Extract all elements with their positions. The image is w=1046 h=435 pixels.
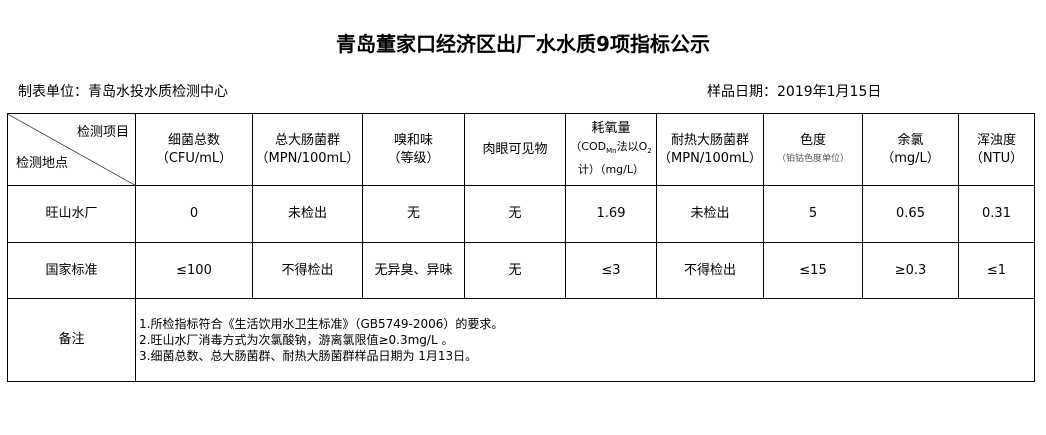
remark-line: 3.细菌总数、总大肠菌群、耐热大肠菌群样品日期为 1月13日。	[139, 349, 478, 363]
col-unit: （COD	[570, 140, 607, 154]
header-row: 检测项目检测地点 细菌总数 （CFU/mL） 总大肠菌群 （MPN/100mL） 嗅…	[7, 113, 1035, 186]
col-unit: （NTU）	[969, 150, 1024, 166]
col-unit-sub: Mn	[606, 147, 617, 156]
col-name: 嗅和味	[393, 132, 433, 148]
cell: 无	[464, 185, 566, 243]
issuing-unit: 制表单位：青岛水投水质检测中心	[18, 84, 228, 100]
col-unit: （等级）	[387, 150, 440, 166]
sample-date: 样品日期：2019年1月15日	[707, 84, 882, 100]
cell: 无异臭、异味	[362, 242, 465, 299]
col-header: 细菌总数 （CFU/mL）	[135, 113, 253, 186]
cell: 0	[135, 185, 253, 243]
col-name: 耗氧量	[591, 121, 631, 137]
cell: 无	[464, 242, 566, 299]
table-row: 旺山水厂 0 未检出 无 无 1.69 未检出 5 0.65 0.31	[7, 185, 1035, 243]
col-header: 肉眼可见物	[464, 113, 566, 186]
col-name: 细菌总数	[167, 132, 220, 148]
cell: 未检出	[252, 185, 363, 243]
col-unit: （MPN/100mL）	[255, 150, 360, 166]
col-name: 肉眼可见物	[482, 141, 548, 157]
cell: 不得检出	[656, 242, 764, 299]
corner-top-label: 检测项目	[76, 125, 129, 140]
corner-bottom-label: 检测地点	[16, 156, 69, 171]
col-unit: （MPN/100mL）	[658, 150, 762, 166]
col-unit: （铂钴色度单位）	[776, 153, 849, 164]
col-header: 耗氧量 （CODMn法以O2 计）（mg/L）	[565, 113, 657, 186]
col-header: 总大肠菌群 （MPN/100mL）	[252, 113, 363, 186]
page-title: 青岛董家口经济区出厂水水质9项指标公示	[336, 32, 710, 56]
col-header: 色度 （铂钴色度单位）	[763, 113, 863, 186]
cell: 未检出	[656, 185, 764, 243]
col-unit: 法以O	[616, 140, 648, 154]
cell: 0.65	[862, 185, 959, 243]
col-header: 嗅和味 （等级）	[362, 113, 465, 186]
table-row: 国家标准 ≤100 不得检出 无异臭、异味 无 ≤3 不得检出 ≤15 ≥0.3…	[7, 242, 1035, 299]
col-unit: （mg/L）	[881, 150, 940, 166]
cell: 0.31	[958, 185, 1035, 243]
cell: ≤1	[958, 242, 1035, 299]
col-header: 浑浊度 （NTU）	[958, 113, 1035, 186]
remarks-content: 1.所检指标符合《生活饮用水卫生标准》（GB5749-2006）的要求。 2.旺…	[135, 298, 1035, 382]
cell: 不得检出	[252, 242, 363, 299]
cell: ≥0.3	[862, 242, 959, 299]
col-name: 总大肠菌群	[274, 132, 340, 148]
cell: ≤100	[135, 242, 253, 299]
col-unit-sub: 2	[647, 147, 652, 156]
cell: 1.69	[565, 185, 657, 243]
remarks-row: 备注 1.所检指标符合《生活饮用水卫生标准》（GB5749-2006）的要求。 …	[7, 298, 1035, 382]
water-quality-table: 检测项目检测地点 细菌总数 （CFU/mL） 总大肠菌群 （MPN/100mL） 嗅…	[7, 113, 1035, 382]
col-unit: 计）（mg/L）	[577, 162, 645, 176]
corner-cell: 检测项目检测地点	[7, 113, 136, 186]
row-label: 旺山水厂	[7, 185, 136, 243]
col-name: 色度	[799, 132, 826, 148]
col-header: 耐热大肠菌群 （MPN/100mL）	[656, 113, 764, 186]
remarks-label: 备注	[7, 298, 136, 382]
cell: 无	[362, 185, 465, 243]
col-header: 余氯 （mg/L）	[862, 113, 959, 186]
row-label: 国家标准	[7, 242, 136, 299]
col-name: 余氯	[897, 132, 924, 148]
cell: ≤15	[763, 242, 863, 299]
col-name: 浑浊度	[976, 132, 1016, 148]
remark-line: 2.旺山水厂消毒方式为次氯酸钠，游离氯限值≥0.3mg/L 。	[139, 333, 454, 347]
col-name: 耐热大肠菌群	[670, 132, 749, 148]
remark-line: 1.所检指标符合《生活饮用水卫生标准》（GB5749-2006）的要求。	[139, 317, 504, 331]
cell: 5	[763, 185, 863, 243]
cell: ≤3	[565, 242, 657, 299]
col-unit: （CFU/mL）	[155, 150, 233, 166]
